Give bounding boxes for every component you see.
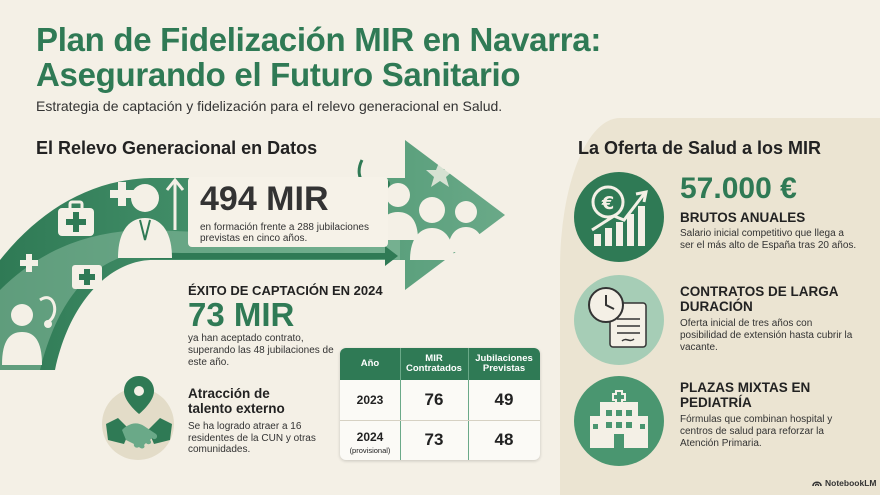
pediatrics-desc: Fórmulas que combinan hospital y centros…	[680, 414, 833, 449]
captacion-heading: ÉXITO DE CAPTACIÓN EN 2024	[188, 283, 383, 298]
handshake-icon	[106, 376, 172, 449]
table-row-2024-mir: 73	[424, 430, 444, 449]
notebooklm-brand: NotebookLM	[812, 478, 876, 488]
table-row-2024-year: 2024	[356, 430, 384, 444]
table-header-mir: MIR Contratados	[406, 353, 462, 374]
salary-heading: BRUTOS ANUALES	[680, 210, 806, 225]
euro-growth-icon: €	[591, 185, 648, 246]
page-subtitle: Estrategia de captación y fidelización p…	[36, 98, 503, 114]
table-header-year: Año	[360, 358, 380, 369]
location-pin-icon	[124, 376, 154, 414]
notebooklm-logo-icon	[812, 481, 822, 487]
brand-label: NotebookLM	[825, 478, 877, 488]
stat-mir-training-desc: en formación frente a 288 jubilaciones p…	[200, 222, 369, 244]
talent-title: Atracción de talento externo	[188, 386, 285, 416]
table-row-2023-jub: 49	[494, 390, 514, 409]
stat-mir-training: 494 MIR	[200, 180, 329, 218]
stat-box-494	[188, 177, 388, 247]
table-row-2023-mir: 76	[424, 390, 444, 409]
doctor-icon	[118, 184, 172, 258]
section-title-data: El Relevo Generacional en Datos	[36, 138, 318, 158]
doctor-icon	[378, 183, 418, 240]
page-title: Plan de Fidelización MIR en Navarra: Ase…	[36, 22, 601, 92]
doctor-icon	[410, 197, 454, 260]
stat-mir-contracted: 73 MIR	[188, 296, 295, 333]
stat-mir-contracted-desc: ya han aceptado contrato, superando las …	[188, 333, 334, 368]
doctor-icon	[448, 201, 484, 252]
talent-desc: Se ha logrado atraer a 16 residentes de …	[188, 421, 316, 455]
medical-kit-icon	[72, 265, 102, 289]
table-row-2023-year: 2023	[356, 393, 384, 407]
salary-desc: Salario inicial competitivo que llega a …	[680, 228, 857, 251]
hiring-table: Año MIR Contratados Jubilaciones Previst…	[340, 348, 540, 460]
table-row-2024-note: (provisional)	[349, 445, 391, 455]
salary-amount: 57.000 €	[680, 172, 797, 205]
table-header-jub: Jubilaciones Previstas	[475, 353, 533, 374]
contracts-desc: Oferta inicial de tres años con posibili…	[680, 318, 853, 353]
pediatrics-heading: PLAZAS MIXTAS EN PEDIATRÍA	[680, 380, 811, 410]
section-title-offer: La Oferta de Salud a los MIR	[578, 138, 822, 158]
medical-kit-icon	[58, 200, 94, 236]
svg-text:€: €	[601, 193, 615, 214]
hospital-icon	[590, 390, 648, 448]
doctor-icon	[2, 304, 42, 365]
stethoscope-icon	[39, 296, 57, 328]
table-header	[340, 348, 540, 380]
contracts-heading: CONTRATOS DE LARGA DURACIÓN	[680, 284, 838, 314]
table-row-2024-jub: 48	[494, 430, 514, 449]
title-line-1: Plan de Fidelización MIR en Navarra:	[36, 21, 602, 58]
clock-contract-icon	[588, 287, 647, 348]
title-line-2: Asegurando el Futuro Sanitario	[36, 56, 521, 93]
